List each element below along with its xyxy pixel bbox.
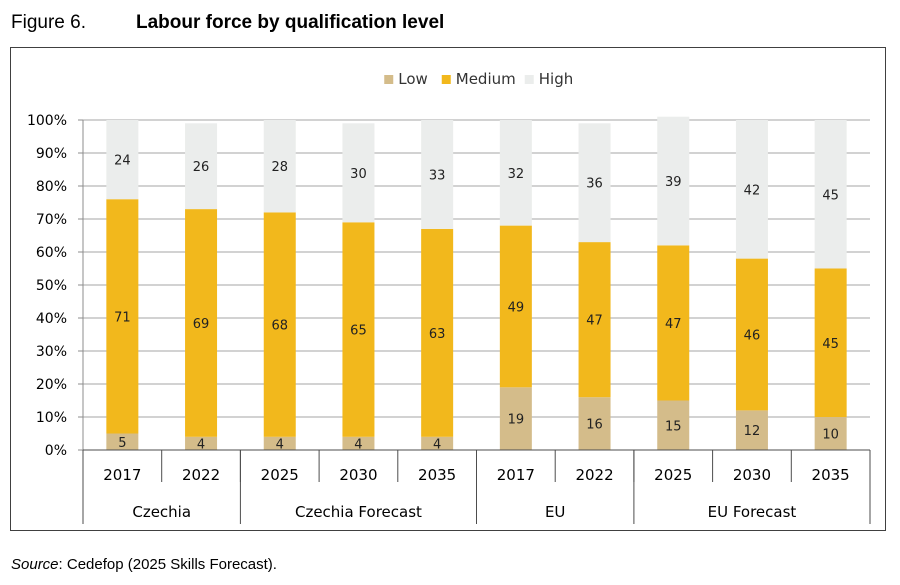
bar-segment-low [421,436,454,450]
bar-segment-low [657,400,690,450]
x-group-label: Czechia Forecast [295,503,422,521]
data-label-low: 12 [744,424,761,439]
x-group-label: Czechia [132,503,191,521]
x-tick-label: 2035 [812,466,850,484]
x-tick-label: 2025 [654,466,692,484]
y-tick-label: 20% [36,377,67,393]
data-label-low: 4 [197,437,205,452]
y-tick-label: 60% [36,245,67,261]
data-label-medium: 45 [822,337,839,352]
bar-segment-high [499,120,532,226]
bar-segment-low [106,433,139,450]
x-group-label: EU [545,503,565,521]
bar-segment-low [499,387,532,450]
bar-segment-high [735,120,768,259]
bar-segment-low [342,436,375,450]
data-label-medium: 71 [114,310,131,325]
y-tick-label: 10% [36,410,67,426]
y-tick-label: 30% [36,344,67,360]
source-label: Source [11,556,59,573]
bar-segment-medium [185,209,218,437]
y-tick-label: 100% [27,113,67,129]
data-label-high: 24 [114,154,131,169]
data-label-medium: 49 [508,300,525,315]
figure-title: Labour force by qualification level [136,12,445,33]
figure-label: Figure 6. [11,12,86,33]
data-label-high: 30 [350,167,367,182]
x-tick-label: 2025 [261,466,299,484]
data-label-medium: 47 [586,314,603,329]
legend-label: Medium [456,70,516,88]
data-label-low: 4 [433,437,441,452]
bar-segment-medium [735,258,768,411]
legend-swatch-medium [441,75,451,84]
data-label-high: 42 [744,183,761,198]
y-tick-label: 0% [45,443,67,459]
bar-segment-medium [421,228,454,437]
y-tick-label: 90% [36,146,67,162]
data-label-high: 45 [822,188,839,203]
bar-segment-high [814,120,847,269]
data-label-medium: 69 [193,317,210,332]
data-label-low: 4 [276,437,284,452]
bar-segment-medium [499,225,532,388]
data-label-high: 39 [665,175,682,190]
data-label-medium: 68 [271,319,288,334]
y-tick-label: 80% [36,179,67,195]
data-label-high: 26 [193,160,210,175]
data-label-medium: 47 [665,317,682,332]
legend-swatch-low [384,75,394,84]
data-label-high: 36 [586,177,603,192]
x-tick-label: 2035 [418,466,456,484]
y-tick-label: 70% [36,212,67,228]
data-label-high: 32 [508,167,525,182]
source-text: : Cedefop (2025 Skills Forecast). [58,556,277,573]
bar-segment-low [814,417,847,450]
x-tick-label: 2017 [103,466,141,484]
data-label-high: 28 [271,160,288,175]
x-tick-label: 2030 [733,466,771,484]
data-label-low: 19 [508,413,525,428]
y-tick-label: 40% [36,311,67,327]
bar-segment-medium [106,199,139,434]
x-group-label: EU Forecast [708,503,797,521]
data-label-medium: 63 [429,327,446,342]
bar-segment-low [185,436,218,450]
data-label-high: 33 [429,168,446,183]
stacked-bar-chart: 0%10%20%30%40%50%60%70%80%90%100%5712446… [27,70,871,524]
bar-segment-medium [342,222,375,437]
bar-segment-medium [578,242,611,398]
bar-segment-medium [657,245,690,401]
bar-segment-high [342,123,375,223]
x-tick-label: 2017 [497,466,535,484]
bar-segment-high [106,120,139,200]
data-label-low: 15 [665,419,682,434]
x-tick-label: 2022 [182,466,220,484]
y-tick-label: 50% [36,278,67,294]
x-tick-label: 2030 [339,466,377,484]
data-label-medium: 65 [350,324,367,339]
bar-segment-low [263,436,296,450]
bar-segment-low [578,397,611,450]
bar-segment-medium [814,268,847,417]
data-label-medium: 46 [744,329,761,344]
bar-segment-high [657,116,690,246]
bar-segment-high [578,123,611,243]
bar-segment-high [421,120,454,229]
bar-segment-high [263,120,296,213]
legend-label: High [539,70,573,88]
data-label-low: 16 [586,418,603,433]
bar-segment-low [735,410,768,450]
source-note: Source: Cedefop (2025 Skills Forecast). [11,556,277,573]
bar-segment-medium [263,212,296,437]
x-tick-label: 2022 [575,466,613,484]
data-label-low: 5 [118,436,126,451]
chart-frame: 0% 10% 20% 30% 40% 50% 60% 70% 80% 90% 100% 5 71 24 4 6… [10,47,886,531]
data-label-low: 10 [822,428,839,443]
legend-label: Low [398,70,428,88]
figure-heading: Figure 6. Labour force by qualification l… [11,12,444,40]
bar-segment-high [185,123,218,210]
legend-swatch-high [524,75,534,84]
data-label-low: 4 [354,437,362,452]
